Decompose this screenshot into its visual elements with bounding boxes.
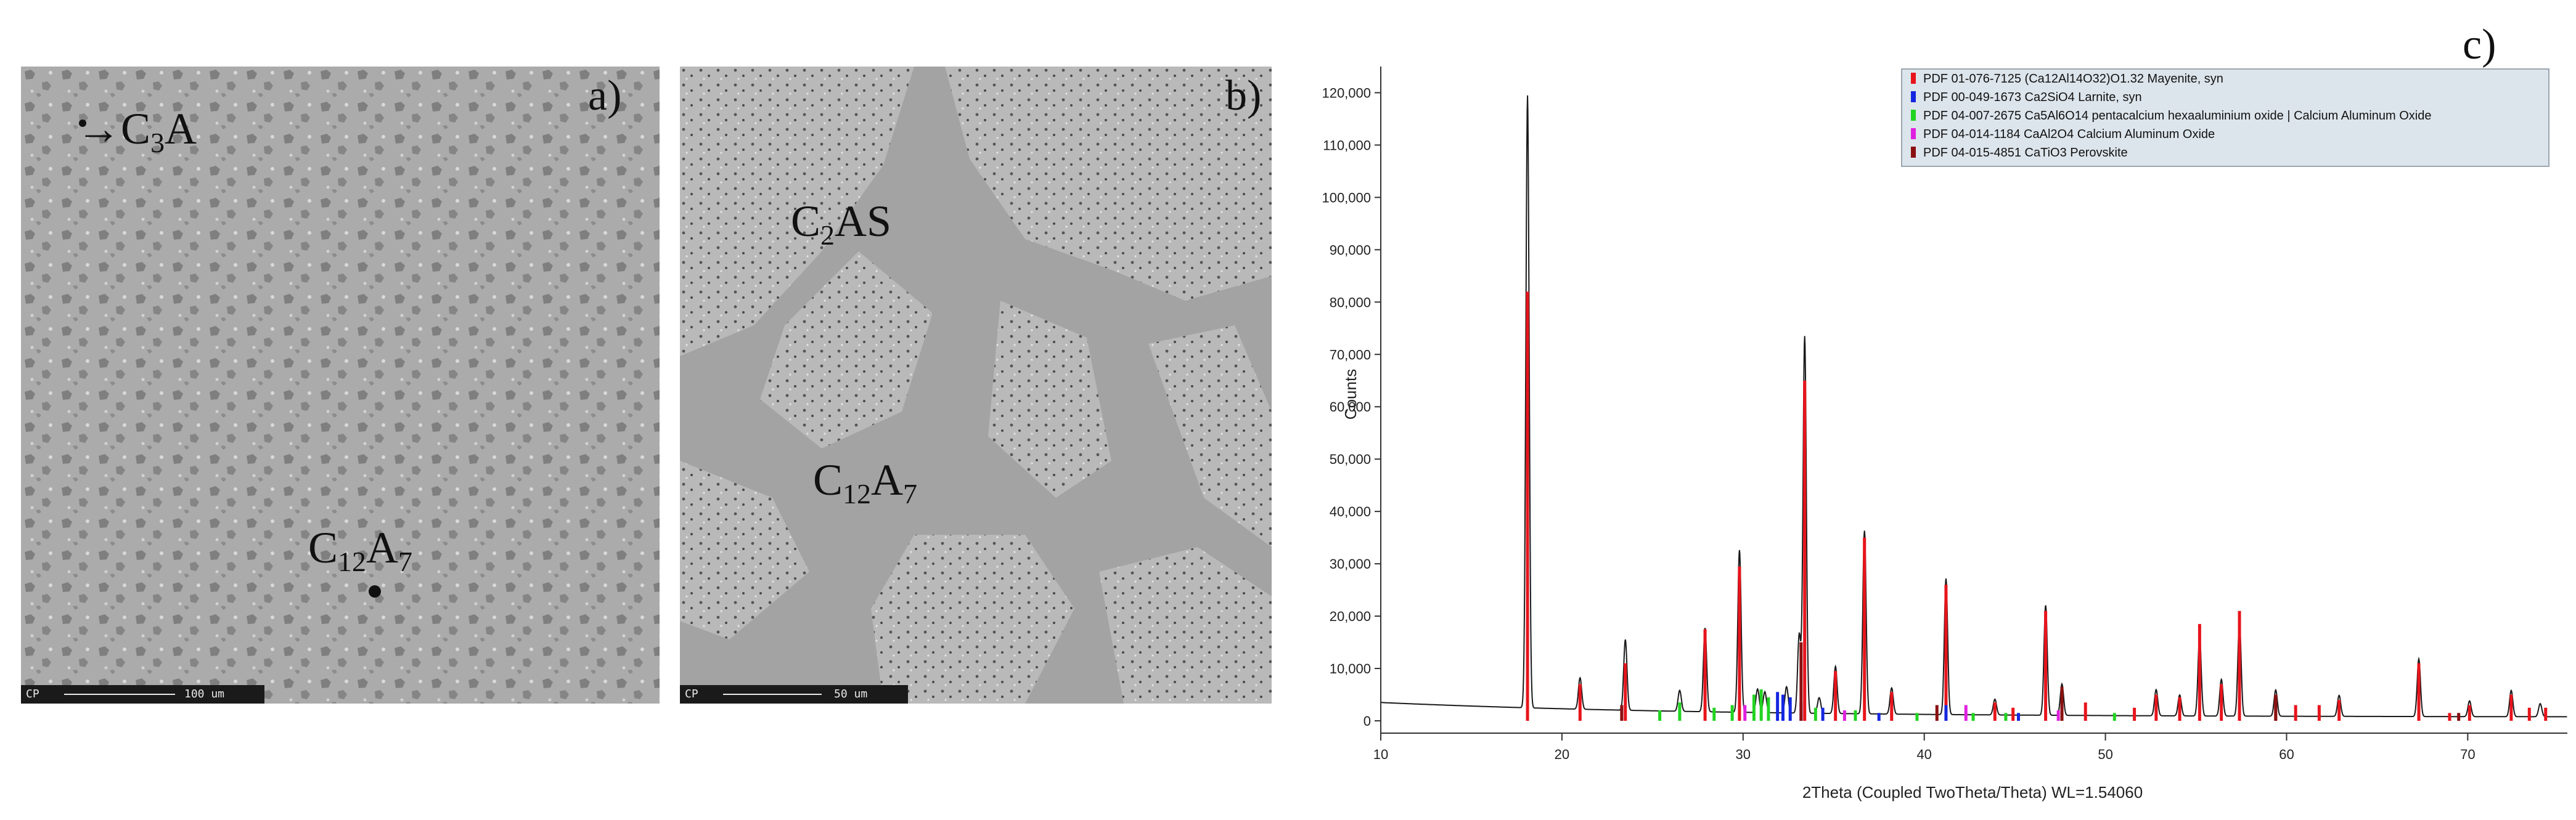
legend-entry: PDF 01-076-7125 (Ca12Al14O32)O1.32 Mayen… [1923,72,2223,86]
y-tick-label: 110,000 [1323,137,1371,153]
scale-bar-tag: CP [685,688,698,700]
y-tick-label: 10,000 [1330,661,1371,676]
legend-entry: PDF 04-015-4851 CaTiO3 Perovskite [1923,146,2128,160]
reference-sticks [1526,291,2548,721]
x-axis: 10 20 30 40 50 60 70 [1373,733,2476,762]
x-tick-label: 20 [1555,747,1569,762]
grain-region [680,67,914,356]
scale-bar-value: 50 um [834,688,868,700]
phase-label-c12a7: C12A7 [308,523,413,577]
marker-dot-icon [79,120,86,127]
legend-swatch [1911,147,1916,158]
y-tick-label: 0 [1364,713,1371,729]
scale-bar: CP 50 um [680,685,908,704]
y-tick-label: 50,000 [1330,452,1371,467]
scale-bar-line [723,694,822,695]
grain-region [945,67,1272,301]
sem-image-b: b) C2AS C12A7 CP 50 um [680,67,1272,704]
phase-label-c3a: →C3A [76,104,197,158]
x-axis-label: 2Theta (Coupled TwoTheta/Theta) WL=1.540… [1802,783,2143,802]
panel-label-b: b) [1225,72,1262,120]
legend-entry: PDF 04-007-2675 Ca5Al6O14 pentacalcium h… [1923,109,2432,123]
y-tick-label: 100,000 [1322,190,1371,205]
arrow-icon: → [76,104,121,153]
y-axis-label: Counts [1341,369,1360,420]
grain-region [988,301,1111,498]
legend-swatch [1911,128,1916,139]
scale-bar-line [64,694,175,695]
legend-swatch [1911,110,1916,121]
grain-region [871,535,1074,704]
scale-bar: CP 100 um [21,685,264,704]
x-tick-label: 10 [1373,747,1388,762]
legend-swatch [1911,91,1916,102]
phase-label-c12a7: C12A7 [813,455,918,509]
grain-region [760,251,933,449]
y-tick-label: 120,000 [1322,85,1371,100]
x-tick-label: 70 [2460,747,2475,762]
legend-entry: PDF 00-049-1673 Ca2SiO4 Larnite, syn [1923,91,2142,104]
marker-dot-icon [369,585,381,598]
legend-box [1901,68,2549,167]
y-tick-label: 80,000 [1330,294,1371,310]
y-tick-label: 40,000 [1330,504,1371,519]
x-tick-label: 50 [2098,747,2112,762]
x-tick-label: 30 [1736,747,1751,762]
legend-swatch [1911,73,1916,84]
panel-label-c: c) [2463,21,2496,68]
y-axis: 0 10,000 20,000 30,000 40,000 50,000 60,000 70,… [1322,85,1381,729]
legend: PDF 01-076-7125 (Ca12Al14O32)O1.32 Mayen… [1901,68,2549,167]
scale-bar-tag: CP [26,688,39,700]
sem-image-a: a) →C3A C12A7 CP 100 um [21,67,660,704]
grain-region [1148,325,1272,547]
legend-entry: PDF 04-014-1184 CaAl2O4 Calcium Aluminum… [1923,128,2215,141]
x-tick-label: 40 [1916,747,1931,762]
grain-region [680,461,809,639]
phase-label-c2as: C2AS [791,197,892,251]
microstructure-b [680,67,1272,704]
diffraction-pattern [1381,95,2567,718]
y-tick-label: 60,000 [1330,399,1371,415]
xrd-chart: c) 0 10,000 20,000 30,000 40,000 50,000 60,000… [1322,21,2567,802]
x-tick-label: 60 [2279,747,2294,762]
y-tick-label: 30,000 [1330,556,1371,572]
panel-label-a: a) [588,72,622,120]
y-tick-label: 70,000 [1330,347,1371,362]
y-tick-label: 20,000 [1330,609,1371,624]
grain-region [1099,547,1272,704]
y-tick-label: 90,000 [1330,242,1371,258]
microstructure-a [21,67,660,704]
scale-bar-value: 100 um [184,688,225,700]
measured-pattern-line [1381,95,2567,718]
